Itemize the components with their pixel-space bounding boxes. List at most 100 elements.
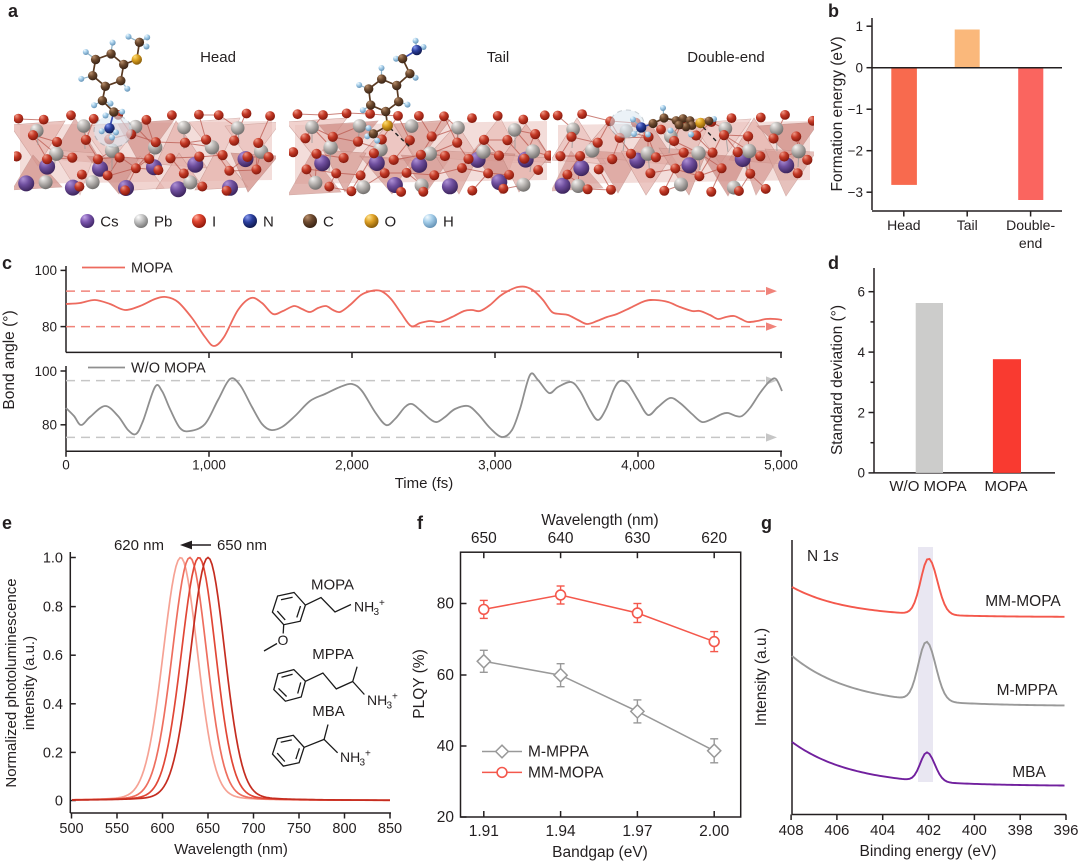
svg-text:0.2: 0.2: [43, 745, 63, 761]
svg-text:O: O: [385, 214, 397, 231]
svg-text:Time (fs): Time (fs): [395, 475, 454, 492]
svg-text:3: 3: [360, 758, 366, 769]
svg-text:2: 2: [857, 405, 865, 420]
svg-text:1.94: 1.94: [546, 823, 577, 840]
svg-text:W/O MOPA: W/O MOPA: [131, 361, 206, 377]
svg-text:e: e: [2, 513, 12, 533]
svg-text:850: 850: [378, 821, 402, 837]
svg-text:Bond angle (°): Bond angle (°): [1, 310, 18, 409]
svg-text:500: 500: [59, 821, 83, 837]
svg-text:620: 620: [701, 530, 727, 547]
svg-text:550: 550: [105, 821, 129, 837]
svg-text:3: 3: [387, 701, 393, 712]
svg-text:c: c: [2, 253, 12, 273]
svg-text:MPPA: MPPA: [312, 646, 353, 663]
svg-text:NH: NH: [340, 749, 360, 765]
svg-text:0: 0: [62, 458, 70, 473]
svg-text:402: 402: [916, 822, 941, 839]
svg-text:60: 60: [437, 667, 455, 684]
svg-text:0.6: 0.6: [43, 648, 63, 664]
svg-text:M-MPPA: M-MPPA: [528, 744, 590, 761]
svg-text:600: 600: [150, 821, 174, 837]
svg-text:+: +: [365, 749, 371, 760]
svg-text:Double-: Double-: [1006, 217, 1055, 233]
svg-text:+: +: [379, 598, 385, 609]
svg-text:I: I: [212, 214, 216, 231]
svg-text:0: 0: [857, 466, 865, 481]
svg-text:640: 640: [548, 530, 574, 547]
svg-text:80: 80: [42, 319, 57, 334]
svg-text:1.91: 1.91: [469, 823, 499, 840]
svg-text:5,000: 5,000: [764, 458, 798, 473]
svg-text:1.0: 1.0: [43, 551, 63, 567]
svg-text:2.00: 2.00: [699, 823, 730, 840]
svg-text:NH: NH: [354, 599, 374, 615]
svg-text:b: b: [828, 1, 839, 21]
svg-text:Wavelength (nm): Wavelength (nm): [541, 512, 658, 529]
svg-text:0: 0: [855, 61, 863, 76]
svg-text:Wavelength (nm): Wavelength (nm): [174, 841, 288, 858]
svg-text:NH: NH: [367, 692, 387, 708]
svg-text:−1: −1: [848, 102, 863, 117]
svg-text:Intensity (a.u.): Intensity (a.u.): [753, 628, 770, 726]
svg-text:650: 650: [196, 821, 220, 837]
svg-text:Binding energy (eV): Binding energy (eV): [860, 843, 997, 860]
svg-text:700: 700: [241, 821, 265, 837]
svg-text:620 nm: 620 nm: [114, 537, 164, 554]
svg-text:1,000: 1,000: [192, 458, 226, 473]
svg-text:MM-MOPA: MM-MOPA: [528, 764, 604, 781]
svg-text:100: 100: [34, 263, 57, 278]
svg-text:d: d: [828, 253, 839, 273]
svg-text:Bandgap (eV): Bandgap (eV): [552, 844, 648, 861]
svg-text:650 nm: 650 nm: [217, 537, 267, 554]
svg-text:Normalized photoluminescence: Normalized photoluminescence: [3, 578, 20, 787]
svg-text:Tail: Tail: [487, 49, 510, 66]
svg-text:630: 630: [624, 530, 650, 547]
svg-text:406: 406: [824, 822, 849, 839]
svg-text:2,000: 2,000: [335, 458, 369, 473]
svg-text:a: a: [8, 1, 19, 21]
svg-text:PLQY (%): PLQY (%): [411, 649, 428, 719]
svg-text:Double-end: Double-end: [687, 49, 765, 66]
svg-text:404: 404: [870, 822, 895, 839]
svg-text:1.97: 1.97: [622, 823, 652, 840]
svg-text:398: 398: [1008, 822, 1033, 839]
svg-text:20: 20: [437, 809, 455, 826]
svg-text:3,000: 3,000: [478, 458, 512, 473]
svg-text:40: 40: [437, 738, 455, 755]
svg-text:Head: Head: [887, 217, 920, 233]
svg-text:Tail: Tail: [957, 217, 978, 233]
svg-text:C: C: [323, 214, 334, 231]
svg-text:408: 408: [779, 822, 804, 839]
svg-text:N 1s: N 1s: [807, 548, 839, 565]
svg-text:MOPA: MOPA: [311, 577, 354, 594]
svg-text:80: 80: [437, 596, 455, 613]
svg-text:MBA: MBA: [312, 703, 345, 720]
svg-text:N: N: [263, 214, 274, 231]
svg-text:750: 750: [287, 821, 311, 837]
svg-text:4: 4: [857, 345, 865, 360]
svg-text:−2: −2: [848, 144, 863, 159]
svg-text:W/O MOPA: W/O MOPA: [889, 478, 966, 495]
svg-text:Cs: Cs: [100, 214, 118, 231]
svg-text:650: 650: [471, 530, 497, 547]
svg-text:0.8: 0.8: [43, 600, 63, 616]
svg-text:Pb: Pb: [154, 214, 172, 231]
svg-text:O: O: [278, 632, 289, 648]
svg-text:0.4: 0.4: [43, 697, 63, 713]
svg-text:end: end: [1019, 235, 1042, 251]
svg-text:4,000: 4,000: [621, 458, 655, 473]
svg-text:−3: −3: [848, 185, 863, 200]
svg-text:MOPA: MOPA: [131, 261, 173, 277]
svg-text:+: +: [392, 692, 398, 703]
svg-text:intensity (a.u.): intensity (a.u.): [21, 636, 38, 730]
svg-text:6: 6: [857, 285, 865, 300]
svg-text:g: g: [761, 513, 772, 533]
svg-text:f: f: [417, 513, 424, 533]
svg-text:0: 0: [55, 794, 63, 810]
svg-text:MM-MOPA: MM-MOPA: [985, 593, 1061, 610]
svg-text:Formation energy (eV): Formation energy (eV): [829, 36, 846, 191]
svg-text:H: H: [443, 214, 454, 231]
svg-text:Head: Head: [200, 49, 236, 66]
svg-text:100: 100: [34, 364, 57, 379]
